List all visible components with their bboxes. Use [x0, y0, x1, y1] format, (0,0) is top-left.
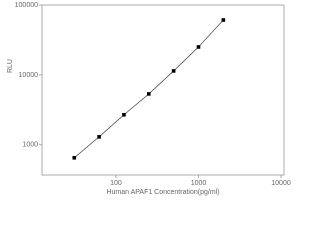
data-point	[196, 45, 201, 49]
x-tick-label: 1000	[191, 180, 207, 187]
data-point	[122, 112, 126, 117]
data-point	[146, 92, 151, 96]
x-axis-label: Human APAF1 Concentration(pg/ml)	[106, 189, 219, 196]
x-tick-label: 10000	[271, 180, 291, 187]
fit-line	[74, 19, 224, 159]
data-point	[72, 155, 77, 160]
data-point	[221, 18, 226, 22]
chart: Human APAF1 Concentration(pg/ml) RLU 100…	[7, 2, 291, 196]
y-tick-label: 100000	[15, 2, 38, 9]
data-point	[97, 135, 101, 139]
x-tick-label: 100	[110, 180, 122, 187]
y-tick-label: 1000	[22, 142, 38, 149]
y-tick-label: 10000	[19, 72, 39, 79]
plot-frame	[41, 4, 285, 176]
data-point	[171, 69, 176, 73]
y-axis-label: RLU	[7, 59, 14, 73]
